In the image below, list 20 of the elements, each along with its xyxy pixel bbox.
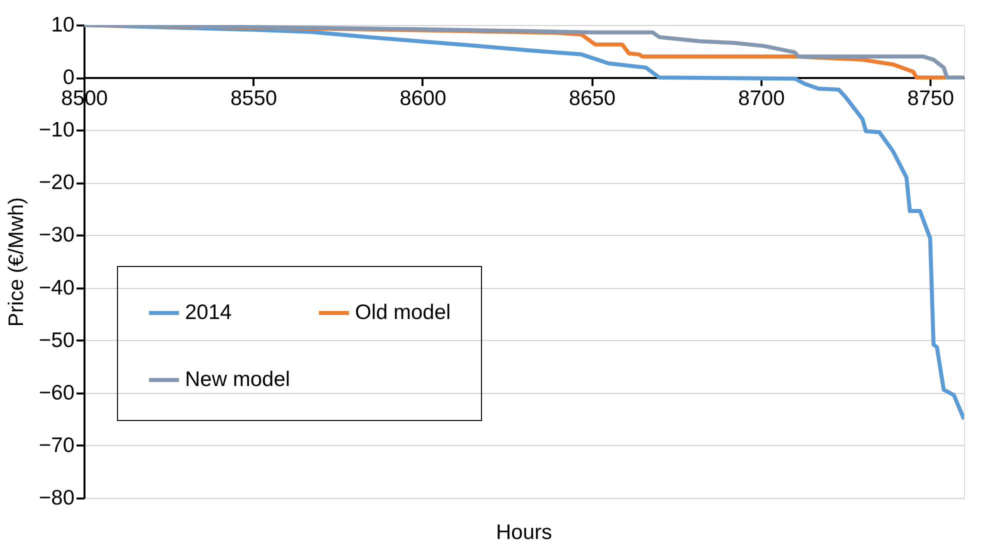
y-tick-label: 0 [62,66,74,90]
legend-label: Old model [355,301,451,324]
x-tick-label: 8700 [738,87,785,110]
y-tick-label: −20 [38,171,74,194]
legend-label: New model [185,368,290,391]
y-tick-label: 10 [51,14,74,36]
x-tick-label: 8550 [230,87,278,110]
legend-label: 2014 [185,301,232,324]
x-tick-label: 8750 [907,87,954,110]
x-tick-label: 8650 [568,87,616,110]
y-axis-title: Price (€/Mwh) [4,197,28,327]
y-tick-label: −40 [38,276,74,300]
x-axis-title: Hours [496,521,552,543]
y-tick-label: −10 [38,118,74,142]
y-tick-label: −30 [38,224,74,247]
x-tick-label: 8600 [400,87,446,110]
y-tick-label: −50 [38,328,74,352]
y-tick-label: −70 [38,434,74,457]
y-tick-label: −80 [38,486,74,510]
y-tick-label: −60 [38,381,74,404]
